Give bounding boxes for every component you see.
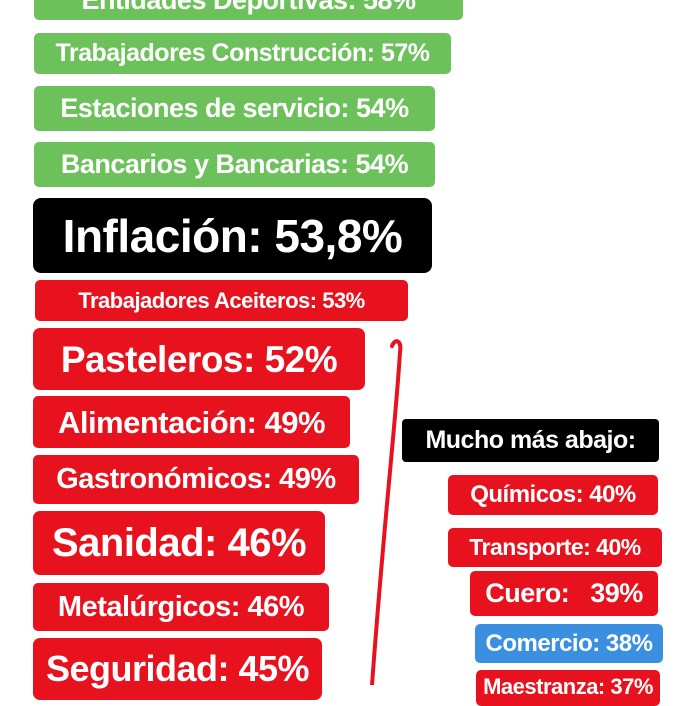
item-label: Maestranza: 37% bbox=[483, 674, 653, 699]
item-label: Seguridad: 45% bbox=[45, 648, 310, 689]
item-bancarios: Bancarios y Bancarias: 54% bbox=[34, 142, 435, 187]
item-label: Cuero: 39% bbox=[485, 578, 643, 608]
item-label: Comercio: 38% bbox=[485, 629, 653, 657]
item-label: Estaciones de servicio: 54% bbox=[60, 93, 409, 123]
item-quimicos: Químicos: 40% bbox=[448, 475, 658, 515]
item-label: Sanidad: 46% bbox=[51, 521, 307, 565]
item-transporte: Transporte: 40% bbox=[448, 528, 662, 567]
item-label: Entidades Deportivas: 58% bbox=[81, 0, 416, 14]
red-arrow-icon bbox=[370, 339, 403, 685]
item-inflacion: Inflación: 53,8% bbox=[33, 198, 432, 273]
item-label: Bancarios y Bancarias: 54% bbox=[60, 149, 409, 179]
canvas: { "colors": { "green": "#6cc15a", "red":… bbox=[33, 0, 663, 706]
item-cuero: Cuero: 39% bbox=[470, 571, 658, 616]
item-label: Trabajadores Construcción: 57% bbox=[55, 39, 430, 67]
item-comercio: Comercio: 38% bbox=[475, 624, 663, 663]
item-metalurgicos: Metalúrgicos: 46% bbox=[33, 583, 329, 631]
item-trabajadores-construccion: Trabajadores Construcción: 57% bbox=[34, 33, 451, 74]
item-estaciones-servicio: Estaciones de servicio: 54% bbox=[34, 86, 435, 131]
item-maestranza: Maestranza: 37% bbox=[476, 670, 660, 706]
item-label: Metalúrgicos: 46% bbox=[57, 590, 305, 623]
item-label: Químicos: 40% bbox=[470, 481, 636, 508]
item-label: Inflación: 53,8% bbox=[62, 209, 403, 262]
item-gastronomicos: Gastronómicos: 49% bbox=[33, 455, 359, 504]
item-label: Pasteleros: 52% bbox=[60, 338, 338, 380]
item-alimentacion: Alimentación: 49% bbox=[33, 396, 350, 448]
item-entidades-deportivas: Entidades Deportivas: 58% bbox=[34, 0, 463, 20]
item-pasteleros: Pasteleros: 52% bbox=[33, 328, 365, 390]
item-mucho-mas-abajo: Mucho más abajo: bbox=[402, 419, 659, 462]
item-label: Transporte: 40% bbox=[469, 534, 641, 560]
item-label: Mucho más abajo: bbox=[425, 426, 636, 454]
item-label: Gastronómicos: 49% bbox=[56, 463, 336, 495]
item-trabajadores-aceiteros: Trabajadores Aceiteros: 53% bbox=[35, 280, 408, 321]
item-label: Trabajadores Aceiteros: 53% bbox=[78, 287, 365, 313]
item-sanidad: Sanidad: 46% bbox=[33, 511, 325, 575]
item-label: Alimentación: 49% bbox=[57, 404, 326, 440]
